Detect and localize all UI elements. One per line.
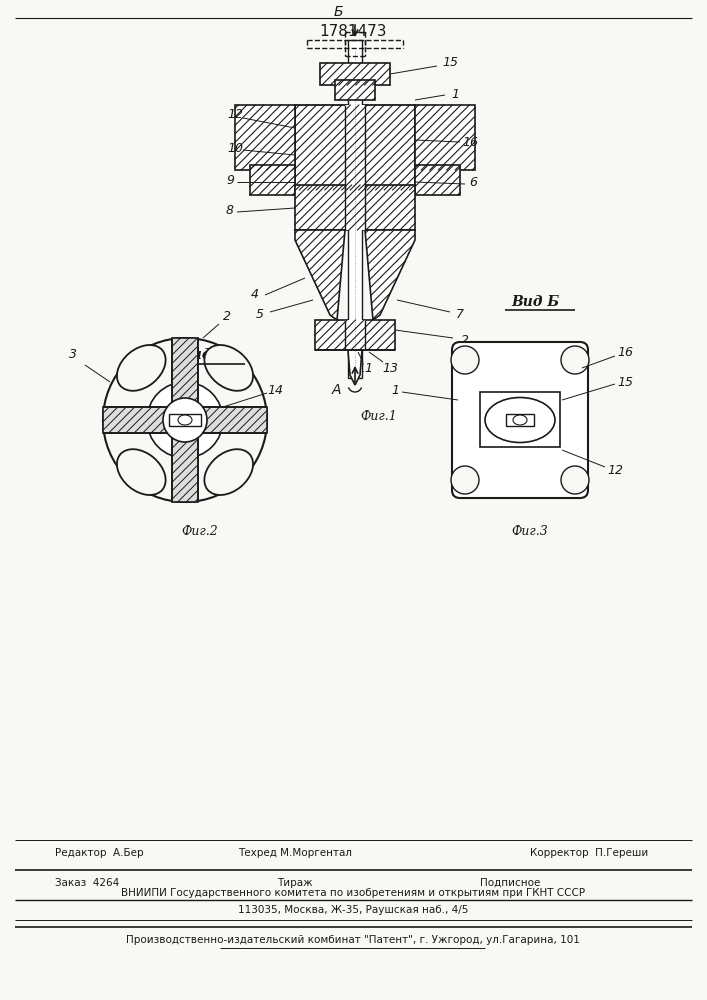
Text: Подписное: Подписное [480, 878, 540, 888]
Text: 13: 13 [382, 361, 398, 374]
Text: 15: 15 [442, 55, 458, 68]
Ellipse shape [178, 415, 192, 425]
Ellipse shape [485, 397, 555, 442]
Ellipse shape [117, 449, 165, 495]
Bar [415, 105, 475, 170]
Ellipse shape [204, 345, 253, 391]
Bar [480, 392, 560, 447]
Text: Производственно-издательский комбинат "Патент", г. Ужгород, ул.Гагарина, 101: Производственно-издательский комбинат "П… [126, 935, 580, 945]
Ellipse shape [451, 346, 479, 374]
Text: ВНИИПИ Государственного комитета по изобретениям и открытиям при ГКНТ СССР: ВНИИПИ Государственного комитета по изоб… [121, 888, 585, 898]
Text: 3: 3 [69, 349, 77, 361]
Circle shape [163, 398, 207, 442]
FancyBboxPatch shape [452, 342, 588, 498]
Circle shape [103, 338, 267, 502]
Text: Б: Б [334, 5, 343, 19]
Text: 2: 2 [461, 334, 469, 347]
Polygon shape [365, 230, 415, 320]
Bar [250, 165, 295, 195]
Ellipse shape [117, 345, 165, 391]
Bar [345, 185, 365, 230]
Text: 11: 11 [357, 361, 373, 374]
Ellipse shape [561, 346, 589, 374]
Bar [295, 105, 415, 190]
Text: 113035, Москва, Ж-35, Раушская наб., 4/5: 113035, Москва, Ж-35, Раушская наб., 4/5 [238, 905, 468, 915]
Text: Техред М.Моргентал: Техред М.Моргентал [238, 848, 352, 858]
Text: 12: 12 [227, 108, 243, 121]
Bar [320, 63, 390, 85]
Bar [315, 320, 395, 350]
Polygon shape [103, 407, 267, 433]
Text: 6: 6 [469, 176, 477, 188]
Bar [506, 414, 534, 426]
Text: Фиг.2: Фиг.2 [182, 525, 218, 538]
Text: 12: 12 [607, 464, 623, 477]
Text: 9: 9 [226, 174, 234, 186]
Bar [295, 185, 415, 230]
Polygon shape [348, 350, 362, 385]
Text: 7: 7 [456, 308, 464, 322]
Text: 10: 10 [227, 141, 243, 154]
Text: 5: 5 [256, 308, 264, 322]
Ellipse shape [451, 466, 479, 494]
Text: Корректор  П.Гереши: Корректор П.Гереши [530, 848, 648, 858]
Text: 16: 16 [462, 135, 478, 148]
Bar [345, 105, 365, 190]
Bar [235, 105, 295, 170]
Text: Вид Б: Вид Б [511, 295, 559, 309]
Ellipse shape [513, 415, 527, 425]
Circle shape [147, 382, 223, 458]
Polygon shape [295, 230, 345, 320]
Text: Тираж: Тираж [277, 878, 312, 888]
Text: 1: 1 [451, 89, 459, 102]
Bar [335, 80, 375, 100]
Text: Редактор  А.Бер: Редактор А.Бер [55, 848, 144, 858]
Text: Фиг.3: Фиг.3 [512, 525, 549, 538]
Ellipse shape [561, 466, 589, 494]
Text: 1: 1 [391, 383, 399, 396]
Text: Вид А: Вид А [180, 348, 228, 362]
Text: Фиг.1: Фиг.1 [360, 410, 397, 423]
Bar [169, 414, 201, 426]
Bar [415, 165, 460, 195]
Text: 2: 2 [223, 310, 231, 324]
Text: 1781473: 1781473 [320, 24, 387, 39]
Ellipse shape [204, 449, 253, 495]
Text: 16: 16 [617, 346, 633, 359]
Text: 14: 14 [267, 383, 283, 396]
Text: 15: 15 [617, 375, 633, 388]
Text: 4: 4 [251, 288, 259, 302]
Text: 8: 8 [226, 204, 234, 217]
Text: Заказ  4264: Заказ 4264 [55, 878, 119, 888]
Text: А: А [332, 383, 341, 397]
Bar [348, 40, 362, 378]
Bar [345, 320, 365, 350]
Polygon shape [172, 338, 198, 502]
